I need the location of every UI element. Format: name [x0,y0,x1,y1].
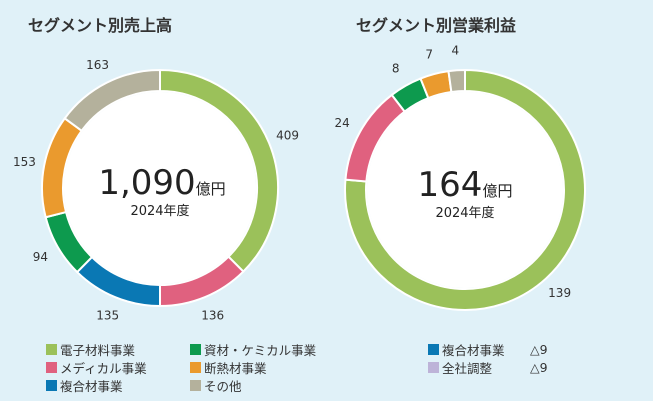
legend-swatch [190,380,201,391]
data-label: 409 [276,128,299,142]
donut-segment [447,68,466,94]
legend-label: 資材・ケミカル事業 [204,343,317,358]
data-label: 7 [425,48,433,62]
donut-hole [367,92,563,288]
data-label: 8 [392,61,400,75]
data-label: 153 [13,155,36,169]
legend-item: 電子材料事業 [46,340,135,359]
note-label: 全社調整 [442,361,493,376]
data-label: 139 [548,286,571,300]
legend-item: 断熱材事業 [190,358,267,377]
legend-swatch [46,344,57,355]
data-label: 163 [86,58,109,72]
profit-chart-title: セグメント別営業利益 [356,16,517,35]
legend-item: メディカル事業 [46,358,147,377]
center-subtitle: 2024年度 [435,205,494,221]
note-value: △9 [530,342,548,357]
legend-swatch [428,344,439,355]
legend-label: 電子材料事業 [60,343,136,358]
legend-label: メディカル事業 [60,361,147,376]
donut-segment [344,68,586,311]
legend-swatch [190,362,201,373]
note-value: △9 [530,360,548,375]
donut-hole [64,92,256,284]
center-subtitle: 2024年度 [130,203,189,219]
center-value: 164億円 [418,165,513,205]
data-label: 94 [33,250,48,264]
sales-chart-title: セグメント別売上高 [28,16,173,35]
donut-segment [63,68,161,133]
note-item: 複合材事業 △9 [428,340,548,359]
data-label: 136 [201,309,224,323]
note-item: 全社調整 △9 [428,358,548,377]
legend-swatch [46,362,57,373]
legend-item: 複合材事業 [46,376,123,395]
center-value: 1,090億円 [98,163,225,203]
data-label: 4 [452,43,460,57]
legend-swatch [46,380,57,391]
note-label: 複合材事業 [442,343,505,358]
data-label: 135 [96,309,119,323]
data-label: 24 [335,116,350,130]
legend-label: 複合材事業 [60,379,123,394]
legend-item: 資材・ケミカル事業 [190,340,316,359]
legend-label: 断熱材事業 [204,361,267,376]
legend-swatch [428,362,439,373]
legend-label: その他 [204,379,242,394]
legend-swatch [190,344,201,355]
legend-item: その他 [190,376,242,395]
